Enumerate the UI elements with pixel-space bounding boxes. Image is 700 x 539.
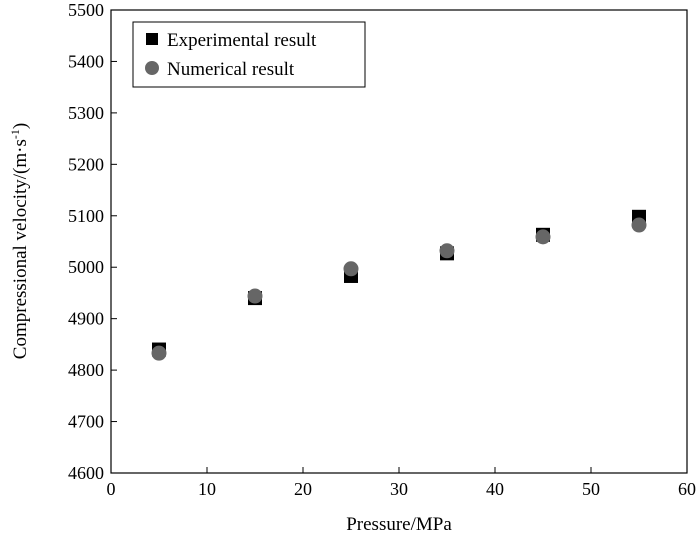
x-axis-ticks: 0 10 20 30 40 50 60 — [107, 467, 696, 499]
legend-marker-numerical — [145, 61, 159, 75]
x-tick-label: 40 — [486, 479, 504, 499]
x-tick-label: 20 — [294, 479, 312, 499]
y-tick-label: 4600 — [68, 463, 104, 483]
data-points — [151, 209, 647, 361]
y-tick-label: 5100 — [68, 206, 104, 226]
y-tick-label: 4900 — [68, 309, 104, 329]
y-axis-title: Compressional velocity/(m·s-1) — [8, 123, 31, 359]
legend-label-experimental: Experimental result — [167, 30, 317, 51]
y-axis-title-main: Compressional velocity/(m·s — [10, 139, 31, 359]
x-tick-label: 30 — [390, 479, 408, 499]
x-tick-label: 0 — [107, 479, 116, 499]
numerical-point — [151, 345, 167, 361]
legend-label-numerical: Numerical result — [167, 59, 295, 80]
y-axis-title-close: ) — [10, 123, 31, 129]
y-tick-label: 5500 — [68, 0, 104, 20]
x-tick-label: 10 — [198, 479, 216, 499]
y-axis-ticks: 4600 4700 4800 4900 5000 5100 5200 5300 5400 5500 — [68, 0, 117, 483]
numerical-point — [439, 243, 455, 259]
x-tick-label: 60 — [678, 479, 696, 499]
y-tick-label: 5400 — [68, 51, 104, 71]
y-axis-title-superscript: -1 — [8, 129, 22, 139]
y-tick-label: 4800 — [68, 360, 104, 380]
numerical-point — [247, 288, 263, 304]
y-tick-label: 5000 — [68, 257, 104, 277]
legend-box — [132, 21, 366, 88]
numerical-point — [343, 261, 359, 277]
numerical-point — [631, 217, 647, 233]
y-tick-label: 5200 — [68, 154, 104, 174]
x-axis-title: Pressure/MPa — [346, 514, 452, 535]
legend-marker-experimental — [146, 33, 158, 45]
legend: Experimental result Numerical result — [132, 21, 366, 88]
numerical-point — [535, 229, 551, 245]
y-tick-label: 4700 — [68, 412, 104, 432]
y-tick-label: 5300 — [68, 103, 104, 123]
x-tick-label: 50 — [582, 479, 600, 499]
